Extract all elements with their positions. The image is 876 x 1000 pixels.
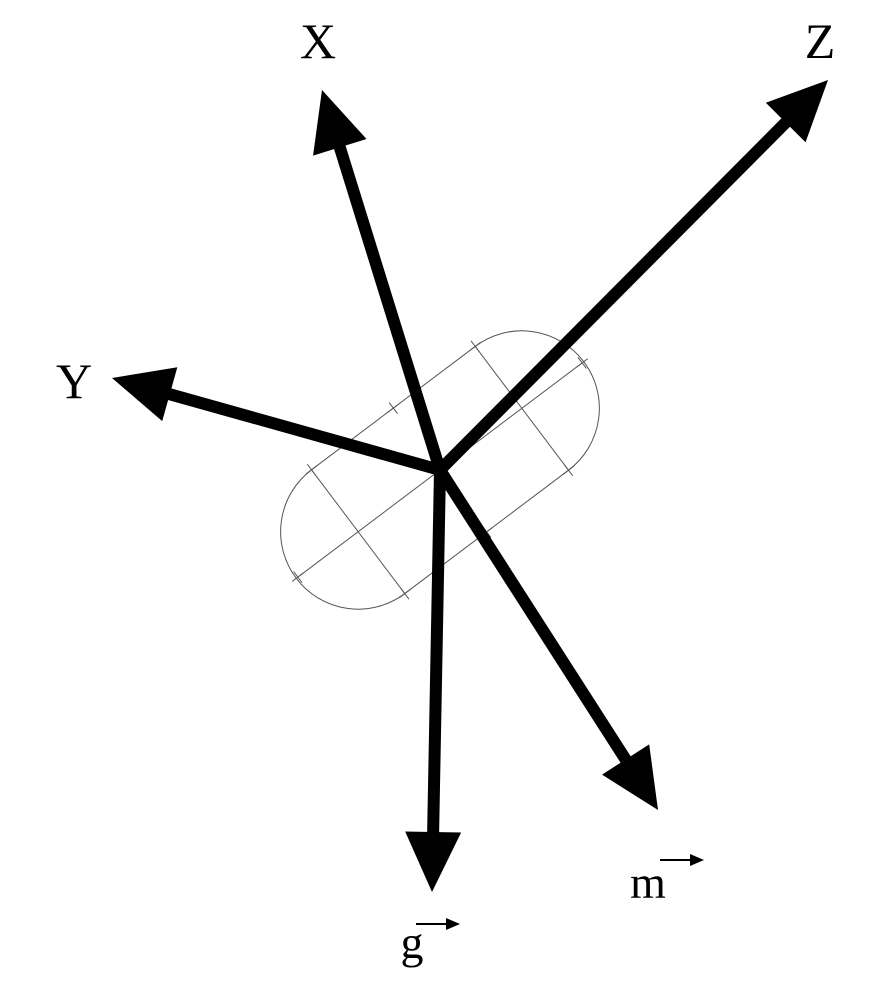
capsule-tick [564,465,572,476]
vector-g-arrowhead [405,831,461,892]
axis-label-X: X [300,13,336,69]
capsule-tick [471,341,479,352]
diagram-svg: XYZgm [0,0,876,1000]
axes [112,80,828,470]
vector-overscript-arrow-g [446,918,460,930]
capsule-diameter-right [475,346,568,470]
vector-m-arrowhead [602,744,658,810]
capsule-diameter-left [311,470,404,594]
axis-X-shaft [337,137,440,470]
axis-X-arrowhead [313,90,366,156]
axis-label-Y: Y [56,353,92,409]
vector-overscript-arrow-m [690,854,704,866]
capsule-tick [307,464,315,475]
axis-Y-arrowhead [112,367,177,421]
axis-label-Z: Z [805,13,836,69]
capsule-tick [401,588,409,599]
vectors [405,470,658,892]
vector-g-shaft [433,470,440,843]
vector-label-m: m [630,857,666,908]
axis-Z-shaft [440,115,793,470]
axis-Y-shaft [159,391,440,470]
capsule-tick [389,403,397,414]
vector-m-shaft [440,470,631,769]
